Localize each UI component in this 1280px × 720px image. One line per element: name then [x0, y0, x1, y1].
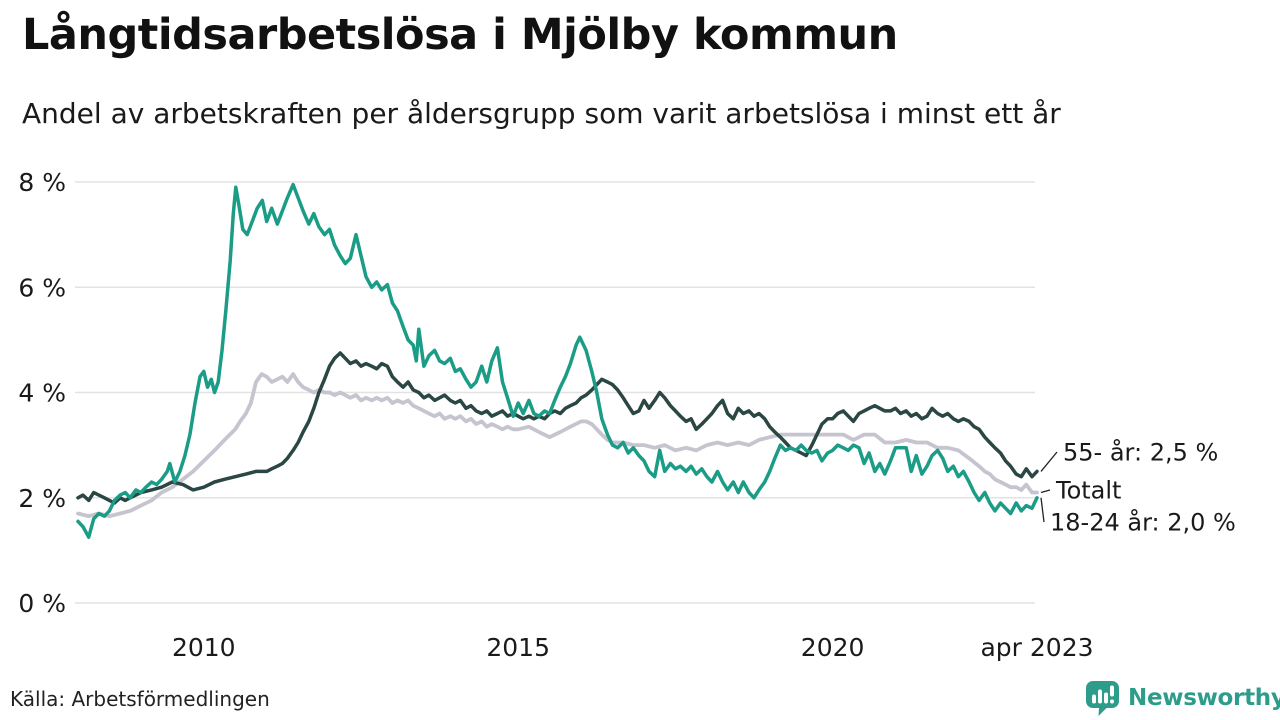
source-credit: Källa: Arbetsförmedlingen: [10, 687, 270, 711]
exclamation-icon-bar: [1110, 685, 1114, 697]
y-tick-label: 0 %: [18, 589, 66, 618]
series-end-label-55-ar: 55- år: 2,5 %: [1063, 438, 1218, 467]
y-axis-labels: 8 % 6 % 4 % 2 % 0 %: [18, 168, 66, 618]
page-subtitle: Andel av arbetskraften per åldersgrupp s…: [22, 97, 1061, 130]
x-axis-labels: 2010 2015 2020 apr 2023: [172, 633, 1094, 662]
connector-55-ar: [1040, 451, 1058, 472]
newsworthy-logo-icon: [1086, 681, 1119, 716]
bar-icon-3: [1104, 692, 1108, 704]
bar-icon-1: [1092, 694, 1096, 704]
y-tick-label: 8 %: [18, 168, 66, 197]
newsworthy-wordmark: Newsworthy: [1128, 685, 1280, 711]
y-tick-label: 2 %: [18, 484, 66, 513]
series-end-label-18-24-ar: 18-24 år: 2,0 %: [1050, 508, 1236, 537]
newsworthy-logo: Newsworthy: [1084, 679, 1280, 717]
y-tick-label: 4 %: [18, 379, 66, 408]
series-lines: [76, 182, 1039, 539]
series-line-totalt: [76, 372, 1039, 519]
y-tick-label: 6 %: [18, 273, 66, 302]
gridlines: [75, 181, 1035, 604]
bar-icon-2: [1098, 689, 1102, 704]
series-end-label-totalt: Totalt: [1055, 477, 1121, 505]
end-label-connectors: [1040, 451, 1058, 523]
exclamation-icon-dot: [1110, 699, 1114, 704]
connector-18-24-ar: [1040, 497, 1045, 523]
page-title: Långtidsarbetslösa i Mjölby kommun: [22, 10, 898, 60]
series-line-18-24-ar: [76, 182, 1039, 539]
line-chart: 8 % 6 % 4 % 2 % 0 % 2010 2015 2020 apr 2023 Tot…: [18, 168, 1236, 662]
x-tick-label: 2015: [486, 633, 550, 662]
connector-totalt: [1040, 489, 1051, 494]
x-tick-label: 2020: [801, 633, 865, 662]
series-end-labels: Totalt 55- år: 2,5 % 18-24 år: 2,0 %: [1050, 438, 1236, 537]
x-tick-label: apr 2023: [980, 633, 1093, 662]
series-line-55-ar: [76, 351, 1039, 505]
x-tick-label: 2010: [172, 633, 236, 662]
